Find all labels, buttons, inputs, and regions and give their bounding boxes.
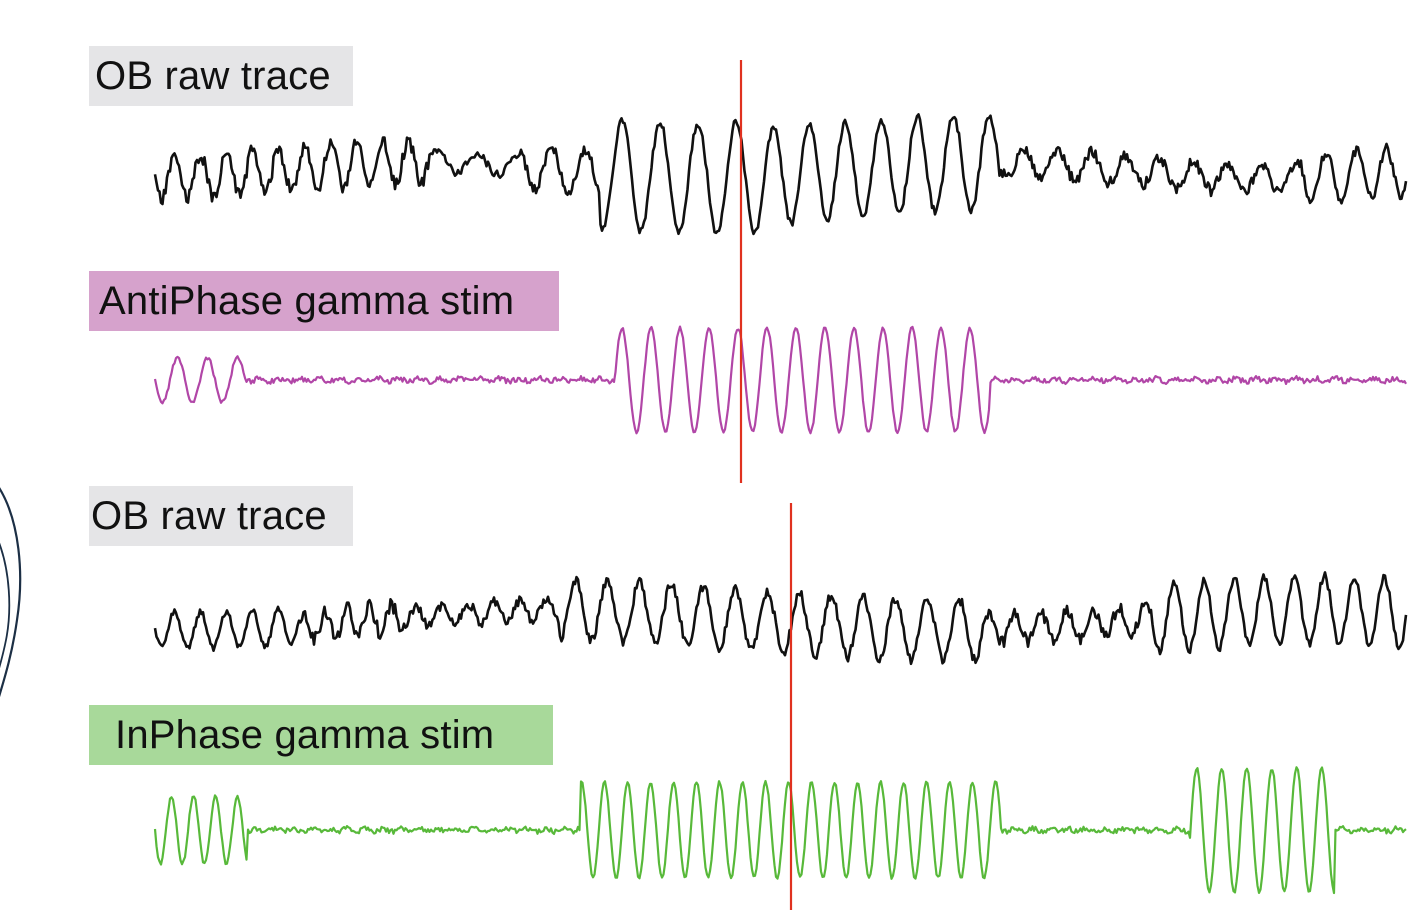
ob-raw-trace-1-line (153, 113, 1408, 236)
brain-outline-path (0, 487, 22, 698)
inphase-stim-trace-line (153, 766, 1407, 895)
inphase-gamma-stim-label: InPhase gamma stim (89, 705, 553, 765)
inphase-gamma-stim-label-text: InPhase gamma stim (115, 712, 495, 757)
antiphase-gamma-stim-label-text: AntiPhase gamma stim (99, 278, 515, 323)
brain-outline-inner-path (0, 542, 11, 669)
antiphase-gamma-stim-label: AntiPhase gamma stim (89, 271, 559, 331)
antiphase-stim-trace-line (153, 325, 1407, 435)
ob-raw-trace-label-2: OB raw trace (89, 486, 353, 546)
traces-group (153, 113, 1408, 895)
ob-raw-trace-label-1-text: OB raw trace (95, 53, 331, 98)
ob-raw-trace-2-line (153, 571, 1408, 666)
markers-group (739, 60, 793, 910)
ob-raw-trace-label-2-text: OB raw trace (91, 493, 327, 538)
ob-raw-trace-label-1: OB raw trace (89, 46, 353, 106)
brain-outline-fragment (0, 487, 22, 698)
